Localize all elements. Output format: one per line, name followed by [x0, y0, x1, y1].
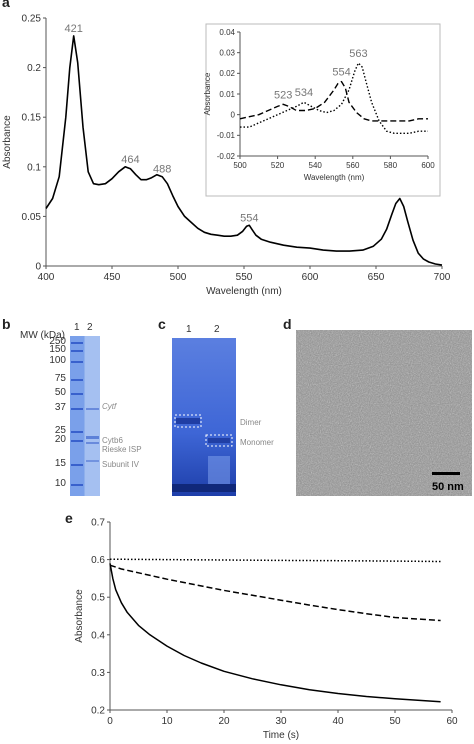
mw-label: MW (kDa) — [20, 330, 65, 341]
kinetics-y-tick-label: 0.6 — [91, 555, 105, 566]
mw-marker-label: 10 — [54, 478, 66, 489]
band-label-monomer: Monomer — [240, 438, 274, 447]
spectrum-x-tick-label: 500 — [170, 272, 187, 283]
spectrum-x-tick-label: 650 — [368, 272, 385, 283]
mw-marker-label: 37 — [54, 402, 66, 413]
spectrum-x-tick-label: 550 — [236, 272, 253, 283]
kinetics-y-tick-label: 0.4 — [91, 630, 105, 641]
scale-bar-label: 50 nm — [432, 481, 464, 493]
mw-marker-label: 100 — [49, 355, 66, 366]
spectrum-x-tick-label: 400 — [38, 272, 55, 283]
mw-marker-label: 250 — [49, 336, 66, 347]
spectrum-y-tick-label: 0.15 — [22, 113, 42, 124]
inset-series-dotted-line — [240, 62, 428, 134]
mw-marker-label: 20 — [54, 434, 66, 445]
spectrum-x-tick-label: 700 — [434, 272, 451, 283]
gel-b-lane-2-label: 2 — [87, 322, 93, 333]
mw-marker-label: 15 — [54, 458, 66, 469]
inset-x-tick-label: 520 — [271, 161, 285, 170]
inset-x-axis-label: Wavelength (nm) — [304, 173, 365, 182]
spectrum-peak-label: 421 — [65, 23, 83, 35]
kinetics-y-tick-label: 0.3 — [91, 668, 105, 679]
panel-letter-b: b — [2, 316, 11, 332]
spectrum-x-tick-label: 600 — [302, 272, 319, 283]
kinetics-y-tick-label: 0.7 — [91, 518, 105, 529]
spectrum-peak-label: 464 — [121, 154, 139, 166]
inset-x-tick-label: 600 — [421, 161, 435, 170]
inset-peak-label: 534 — [295, 87, 313, 99]
panel-letter-e: e — [65, 510, 73, 526]
panel-letter-a: a — [2, 0, 10, 10]
kinetics-x-tick-label: 40 — [332, 716, 344, 727]
spectrum-y-tick-label: 0.1 — [27, 162, 41, 173]
kinetics-series-solid-line — [109, 563, 441, 703]
inset-x-tick-label: 500 — [233, 161, 247, 170]
mw-marker-label: 25 — [54, 425, 66, 436]
spectrum-y-tick-label: 0.25 — [22, 14, 42, 25]
inset-y-tick-label: 0.02 — [219, 69, 235, 78]
inset-x-tick-label: 560 — [346, 161, 360, 170]
inset-spectrum-chart: 500 520 540 560 580 600 -0.02 -0.01 0 0.01 0.02 0.0… — [203, 23, 441, 197]
kinetics-y-tick-label: 0.5 — [91, 593, 105, 604]
inset-y-tick-label: 0 — [231, 110, 236, 119]
gel-c-lane-2-label: 2 — [214, 324, 220, 335]
inset-peak-label: 523 — [274, 89, 292, 101]
kinetics-series-dotted-line — [109, 558, 441, 563]
kinetics-y-axis-label: Absorbance — [74, 589, 85, 643]
kinetics-series-dashed-line — [109, 564, 441, 622]
inset-y-tick-label: 0.04 — [219, 28, 235, 37]
band-label-dimer: Dimer — [240, 418, 262, 427]
spectrum-y-axis-label: Absorbance — [2, 115, 13, 169]
panel-letter-d: d — [283, 316, 292, 332]
mw-marker-label: 50 — [54, 387, 66, 398]
kinetics-x-tick-label: 50 — [389, 716, 401, 727]
spectrum-x-axis-label: Wavelength (nm) — [206, 286, 282, 297]
mw-marker-label: 75 — [54, 373, 66, 384]
spectrum-series-solid-line — [45, 35, 443, 266]
spectrum-y-tick-label: 0.05 — [22, 212, 42, 223]
spectrum-peak-label: 488 — [153, 164, 171, 176]
sds-page-gel — [70, 336, 100, 496]
em-micrograph — [296, 330, 472, 496]
inset-peak-label: 554 — [332, 67, 350, 79]
inset-y-tick-label: 0.03 — [219, 48, 235, 57]
kinetics-x-tick-label: 0 — [107, 716, 113, 727]
absorbance-spectrum-chart: 400 450 500 550 600 650 700 0 0.05 0.1 0.15 0.2 0.25… — [2, 14, 451, 298]
kinetics-x-tick-label: 30 — [275, 716, 287, 727]
band-label-rieske: Rieske ISP — [102, 445, 142, 454]
gel-c-lane-1-label: 1 — [186, 324, 192, 335]
inset-frame — [205, 23, 441, 197]
native-gel — [172, 338, 236, 496]
inset-y-tick-label: 0.01 — [219, 90, 235, 99]
inset-y-tick-label: -0.01 — [217, 131, 236, 140]
absorbance-time-chart: 0 10 20 30 40 50 60 0.2 0.3 0.4 0.5 0.6 0.7 Time (s) A… — [74, 518, 458, 742]
inset-series-dashed-line — [239, 80, 428, 122]
kinetics-x-tick-label: 60 — [446, 716, 458, 727]
panel-letter-c: c — [158, 316, 166, 332]
inset-x-tick-label: 580 — [384, 161, 398, 170]
mw-marker-label: 150 — [49, 344, 66, 355]
gel-b-lane-1-label: 1 — [74, 322, 80, 333]
spectrum-peak-label: 554 — [240, 212, 258, 224]
kinetics-y-tick-label: 0.2 — [91, 706, 105, 717]
kinetics-x-axis-label: Time (s) — [263, 730, 299, 741]
inset-peak-label: 563 — [349, 48, 367, 60]
spectrum-y-tick-label: 0.2 — [27, 63, 41, 74]
kinetics-x-tick-label: 10 — [161, 716, 173, 727]
kinetics-x-tick-label: 20 — [218, 716, 230, 727]
spectrum-x-tick-label: 450 — [104, 272, 121, 283]
inset-y-tick-label: -0.02 — [217, 152, 236, 161]
band-label-cytf: Cytf — [102, 402, 117, 411]
inset-y-axis-label: Absorbance — [203, 72, 212, 115]
inset-x-tick-label: 540 — [309, 161, 323, 170]
spectrum-y-tick-label: 0 — [35, 262, 41, 273]
band-label-cytb6: Cytb6 — [102, 436, 123, 445]
band-label-subunit-iv: Subunit IV — [102, 460, 139, 469]
